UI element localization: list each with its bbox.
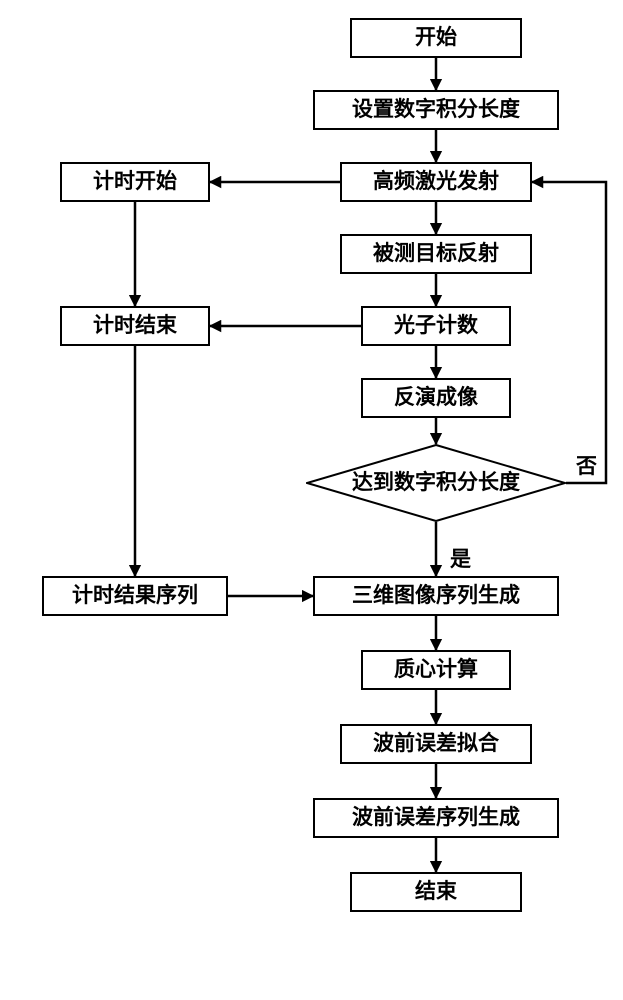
- node-wavefit: 波前误差拟合: [340, 724, 532, 764]
- node-label: 三维图像序列生成: [352, 583, 520, 608]
- decision-decision: 达到数字积分长度: [306, 444, 566, 522]
- node-start: 开始: [350, 18, 522, 58]
- node-label: 被测目标反射: [373, 241, 499, 266]
- node-label: 达到数字积分长度: [306, 444, 566, 522]
- node-label: 计时开始: [93, 169, 177, 194]
- node-hf_laser: 高频激光发射: [340, 162, 532, 202]
- node-set_len: 设置数字积分长度: [313, 90, 559, 130]
- edge-label: 是: [450, 543, 471, 573]
- edge: [532, 182, 606, 483]
- node-inversion: 反演成像: [361, 378, 511, 418]
- node-label: 质心计算: [394, 657, 478, 682]
- node-label: 光子计数: [394, 313, 478, 338]
- node-label: 计时结束: [93, 313, 177, 338]
- node-label: 设置数字积分长度: [352, 97, 520, 122]
- node-timer_seq: 计时结果序列: [42, 576, 228, 616]
- node-end: 结束: [350, 872, 522, 912]
- node-label: 开始: [415, 25, 457, 50]
- node-reflect: 被测目标反射: [340, 234, 532, 274]
- node-label: 计时结果序列: [72, 583, 198, 608]
- node-gen3d: 三维图像序列生成: [313, 576, 559, 616]
- node-label: 波前误差拟合: [373, 731, 499, 756]
- node-timer_end: 计时结束: [60, 306, 210, 346]
- node-label: 结束: [415, 879, 457, 904]
- node-centroid: 质心计算: [361, 650, 511, 690]
- node-waveseq: 波前误差序列生成: [313, 798, 559, 838]
- flowchart-canvas: 开始设置数字积分长度高频激光发射 计时开始被测目标反射光子计数 计时结束反演成像达到…: [0, 0, 623, 1000]
- node-photon: 光子计数: [361, 306, 511, 346]
- node-label: 高频激光发射: [373, 169, 499, 194]
- edge-label: 否: [576, 450, 597, 480]
- node-timer_start: 计时开始: [60, 162, 210, 202]
- node-label: 波前误差序列生成: [352, 805, 520, 830]
- node-label: 反演成像: [394, 385, 478, 410]
